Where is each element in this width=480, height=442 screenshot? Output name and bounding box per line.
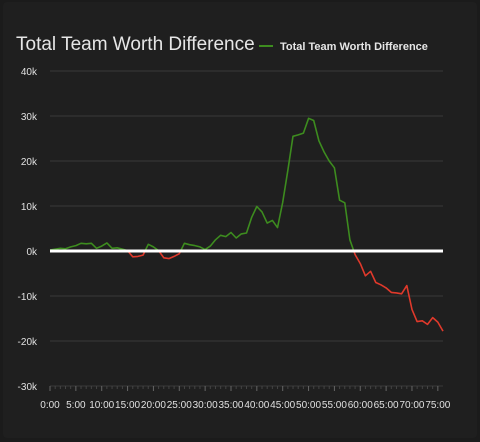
- y-tick-label: 0k: [26, 247, 38, 258]
- y-axis: 40k 30k 20k 10k 0k -10k -20k -30k: [18, 67, 38, 393]
- x-tick-label: 55:00: [322, 400, 347, 411]
- y-tick-label: 20k: [21, 157, 38, 168]
- series-line: [49, 117, 444, 332]
- y-tick-label: 10k: [21, 202, 38, 213]
- series-segment-positive: [179, 117, 355, 252]
- x-axis: 0:00 5:00 10:00 15:00 20:00 25:00 30:00 35:00 40…: [40, 385, 451, 411]
- x-tick-label: 50:00: [296, 400, 321, 411]
- x-tick-label: 0:00: [40, 400, 60, 411]
- series-segment-negative: [158, 250, 182, 260]
- x-tick-label: 60:00: [348, 400, 373, 411]
- x-tick-label: 40:00: [244, 400, 269, 411]
- y-tick-label: 30k: [21, 112, 38, 123]
- x-tick-label: 20:00: [141, 400, 166, 411]
- legend[interactable]: Total Team Worth Difference: [259, 41, 428, 53]
- chart-title: Total Team Worth Difference: [16, 34, 255, 55]
- x-tick-label: 10:00: [89, 400, 114, 411]
- series-segment-negative: [353, 250, 444, 332]
- x-tick-label: 75:00: [425, 400, 450, 411]
- legend-label: Total Team Worth Difference: [280, 41, 428, 53]
- x-tick-label: 70:00: [399, 400, 424, 411]
- x-tick-label: 65:00: [374, 400, 399, 411]
- y-tick-label: -30k: [18, 382, 38, 393]
- x-tick-label: 5:00: [66, 400, 86, 411]
- series-segment-negative: [127, 250, 146, 258]
- y-tick-label: -10k: [18, 292, 38, 303]
- x-tick-label: 15:00: [115, 400, 140, 411]
- x-tick-label: 35:00: [218, 400, 243, 411]
- y-tick-label: 40k: [21, 67, 38, 78]
- grid: [50, 70, 443, 387]
- x-tick-label: 25:00: [167, 400, 192, 411]
- y-tick-label: -20k: [18, 337, 38, 348]
- series-segment-positive: [49, 242, 129, 252]
- x-tick-label: 30:00: [193, 400, 218, 411]
- chart-panel: Total Team Worth Difference Total Team W…: [3, 2, 477, 438]
- x-tick-label: 45:00: [270, 400, 295, 411]
- worth-difference-chart: Total Team Worth Difference Total Team W…: [16, 34, 451, 411]
